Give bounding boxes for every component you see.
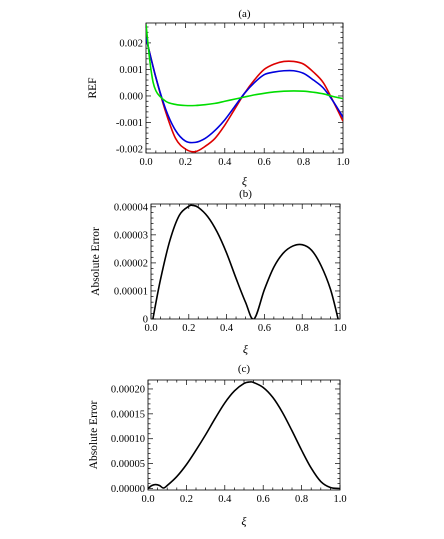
y-tick-label: 0.001 — [119, 65, 143, 76]
x-tick-label: 0.6 — [258, 157, 271, 168]
x-tick-label: 0.0 — [139, 157, 152, 168]
panel-b: (b) 0.0 0.2 0.4 0.6 0.8 1.0 0 0.00001 0.00002 0.00… — [90, 188, 347, 356]
y-tick-label: 0 — [143, 315, 148, 326]
y-axis-label: Absolute Error — [90, 227, 102, 296]
x-tick-label: 0.8 — [297, 157, 310, 168]
series-line-1 — [148, 381, 340, 490]
panel-c: (c) 0.0 0.2 0.4 0.6 0.8 1.0 0.00000 0.00005 0.000… — [88, 363, 347, 528]
y-tick-label: 0.00004 — [114, 202, 149, 213]
x-tick-label: 0.4 — [220, 323, 234, 334]
y-tick-label: -0.002 — [116, 145, 143, 156]
x-tick-label: 1.0 — [336, 157, 349, 168]
plot-frame — [145, 22, 344, 154]
series-line-1 — [146, 37, 343, 153]
y-tick-label: -0.001 — [116, 118, 143, 129]
y-tick-label: 0.00020 — [111, 384, 145, 395]
panel-a: (a) 0.0 0.2 0.4 0.6 0.8 1.0 -0.002 -0.001 0.000 0.… — [87, 8, 350, 188]
plot-frame — [147, 379, 341, 491]
x-tick-label: 0.2 — [180, 494, 193, 505]
x-tick-label: 0.2 — [179, 157, 192, 168]
x-tick-label: 0.0 — [144, 323, 157, 334]
x-tick-label: 0.4 — [218, 157, 232, 168]
x-axis-label: ξ — [241, 514, 247, 528]
y-axis-label: Absolute Error — [88, 401, 100, 470]
y-tick-label: 0.002 — [119, 38, 143, 49]
series-line-1 — [152, 204, 339, 319]
y-tick-label: 0.00002 — [114, 258, 148, 269]
y-tick-label: 0.000 — [119, 91, 143, 102]
y-tick-label: 0.00015 — [111, 409, 145, 420]
series-line-3 — [146, 24, 343, 107]
series-line-2 — [146, 37, 343, 144]
x-tick-label: 1.0 — [333, 323, 346, 334]
x-tick-label: 0.8 — [296, 323, 309, 334]
panel-label: (c) — [238, 363, 251, 375]
x-axis-label: ξ — [243, 342, 249, 356]
x-tick-label: 1.0 — [333, 494, 346, 505]
x-tick-label: 0.0 — [141, 494, 154, 505]
y-tick-label: 0.00000 — [111, 484, 145, 495]
y-tick-label: 0.00001 — [114, 286, 148, 297]
panel-label: (b) — [239, 188, 252, 200]
x-tick-label: 0.6 — [258, 323, 271, 334]
x-tick-label: 0.6 — [257, 494, 270, 505]
x-axis-label: ξ — [242, 174, 248, 188]
y-tick-label: 0.00003 — [114, 230, 148, 241]
y-tick-label: 0.00010 — [111, 434, 145, 445]
panel-label: (a) — [238, 8, 251, 20]
y-axis-label: REF — [87, 77, 99, 98]
x-tick-label: 0.2 — [182, 323, 195, 334]
y-tick-label: 0.00005 — [111, 459, 145, 470]
x-tick-label: 0.8 — [295, 494, 308, 505]
x-tick-label: 0.4 — [218, 494, 232, 505]
